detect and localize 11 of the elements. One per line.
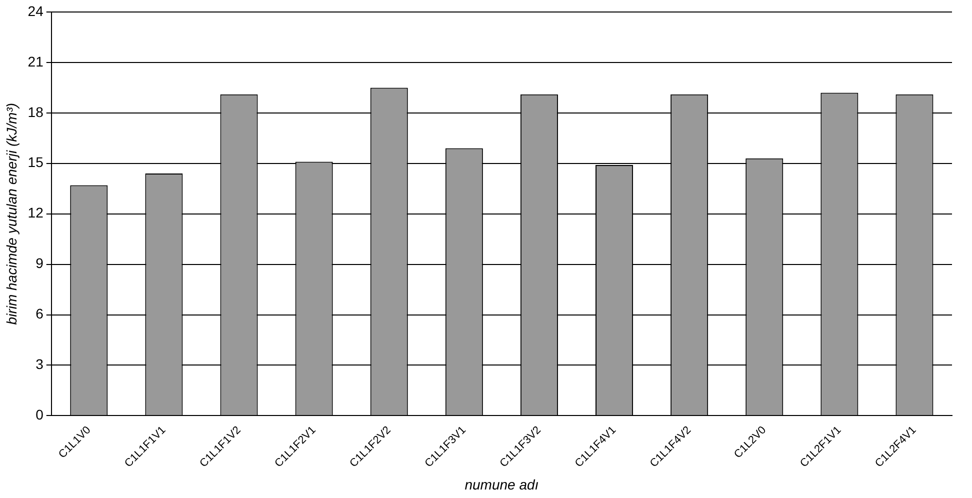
y-tick-label: 0: [36, 406, 44, 423]
y-tick-label: 18: [28, 104, 44, 120]
x-axis-title: numune adı: [464, 476, 539, 492]
y-tick-label: 6: [36, 306, 44, 322]
y-tick-label: 15: [28, 154, 44, 170]
y-tick-label: 21: [28, 53, 44, 70]
y-tick-label: 3: [36, 356, 44, 372]
y-axis-title: birim hacimde yutulan enerji (kJ/m³): [3, 102, 20, 325]
y-tick-label: 24: [28, 2, 44, 19]
y-tick-label: 9: [36, 255, 44, 272]
y-tick-label: 12: [28, 204, 44, 221]
